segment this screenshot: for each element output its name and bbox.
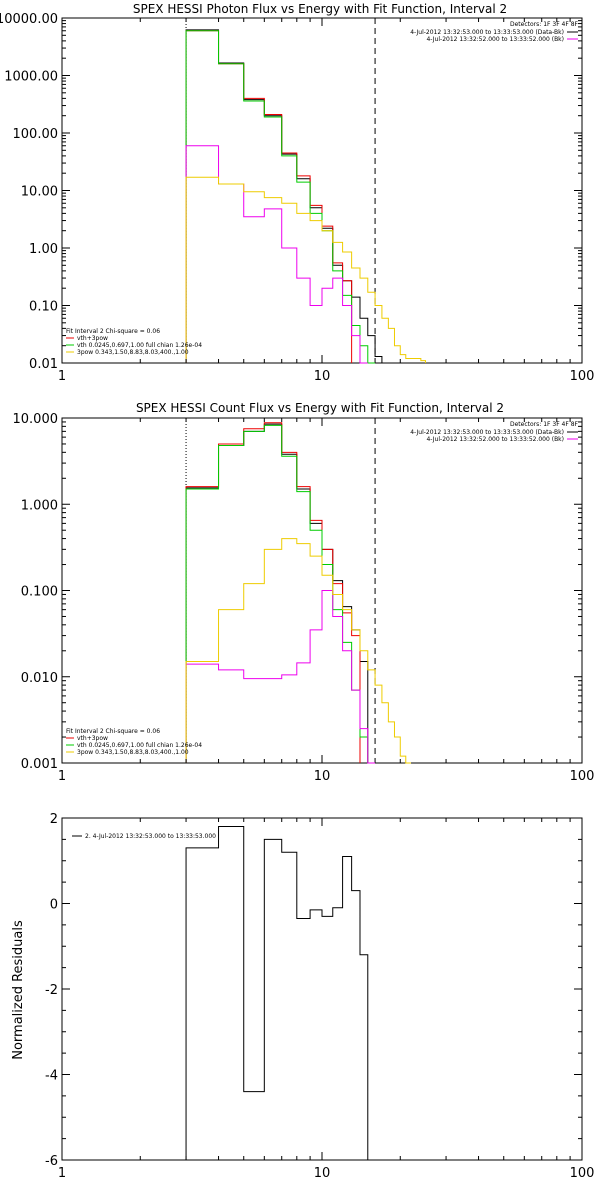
x-tick-label: 1	[58, 1166, 66, 1181]
y-tick-label: -2	[45, 983, 58, 998]
photon-flux-panel: SPEX HESSI Photon Flux vs Energy with Fi…	[0, 2, 594, 384]
panel2-title: SPEX HESSI Count Flux vs Energy with Fit…	[136, 401, 504, 415]
y-tick-label: 1.00	[29, 242, 58, 257]
legend-entry-label: vth 0.0245,0.697,1.00 full chian 1.26e-0…	[77, 742, 202, 749]
series-line	[185, 145, 368, 364]
count-flux-panel: SPEX HESSI Count Flux vs Energy with Fit…	[13, 401, 595, 784]
series-line	[185, 422, 361, 763]
y-tick-label: 1.000	[21, 498, 58, 513]
series-line	[185, 423, 369, 763]
y-tick-label: -4	[45, 1069, 58, 1084]
legend-entry-label: 4-Jul-2012 13:32:53.000 to 13:33:53.000 …	[410, 29, 564, 36]
y-tick-label: -6	[45, 1154, 58, 1169]
series-line	[185, 30, 376, 364]
legend-header: Detectors: 1F 3F 4F 8F	[510, 421, 579, 428]
x-tick-label: 10	[314, 1166, 331, 1181]
series-line	[185, 29, 383, 363]
x-tick-label: 100	[570, 769, 595, 784]
legend-header: Fit Interval 2 Chi-square = 0.06	[66, 328, 160, 335]
legend-entry-label: vth 0.0245,0.697,1.00 full chian 1.26e-0…	[77, 342, 202, 349]
legend-entry-label: 2. 4-Jul-2012 13:32:53.000 to 13:33:53.0…	[85, 833, 216, 840]
legend-entry-label: 4-Jul-2012 13:32:52.000 to 13:33:52.000 …	[426, 436, 564, 443]
x-tick-label: 1	[58, 769, 66, 784]
series-line	[185, 176, 426, 363]
legend-entry-label: vth+3pow	[77, 735, 108, 742]
y-tick-label: 100.00	[13, 127, 59, 142]
y-tick-label: 10.000	[13, 412, 59, 427]
y-tick-label: 0.010	[21, 671, 58, 686]
x-tick-label: 100	[570, 369, 595, 384]
y-tick-label: 1000.00	[4, 70, 58, 85]
y-tick-label: 10000.00	[0, 12, 58, 27]
residuals-panel: Normalized Residuals 1 10 100 -6 -4 -2 0 2 2. 4…	[11, 812, 594, 1181]
y-tick-label: 10.00	[21, 185, 58, 200]
legend-header: Detectors: 1F 3F 4F 8F	[510, 21, 579, 28]
panel1-axes-frame	[61, 17, 583, 364]
legend-header: Fit Interval 2 Chi-square = 0.06	[66, 728, 160, 735]
y-tick-label: 0.10	[29, 300, 58, 315]
x-tick-label: 1	[58, 369, 66, 384]
series-line	[185, 590, 376, 764]
series-line	[185, 826, 376, 1161]
panel3-ylabel: Normalized Residuals	[11, 920, 26, 1060]
series-line	[185, 30, 353, 363]
x-tick-label: 100	[570, 1166, 595, 1181]
x-tick-label: 10	[314, 369, 331, 384]
series-line	[185, 538, 412, 764]
y-tick-label: 0	[50, 898, 58, 913]
legend-entry-label: 4-Jul-2012 13:32:53.000 to 13:33:53.000 …	[410, 429, 564, 436]
y-tick-label: 0.01	[29, 357, 58, 372]
y-tick-label: 2	[50, 812, 58, 827]
panel3-axes-frame	[61, 817, 583, 1161]
legend-entry-label: vth+3pow	[77, 335, 108, 342]
legend-entry-label: 3pow 0.343,1.50,8.83,8.03,400.,1.00	[77, 749, 189, 756]
y-tick-label: 0.100	[21, 585, 58, 600]
x-tick-label: 10	[314, 769, 331, 784]
y-tick-label: 0.001	[21, 757, 58, 772]
panel1-title: SPEX HESSI Photon Flux vs Energy with Fi…	[133, 2, 507, 16]
legend-entry-label: 4-Jul-2012 13:32:52.000 to 13:33:52.000 …	[426, 36, 564, 43]
legend-entry-label: 3pow 0.343,1.50,8.83,8.03,400.,1.00	[77, 349, 189, 356]
